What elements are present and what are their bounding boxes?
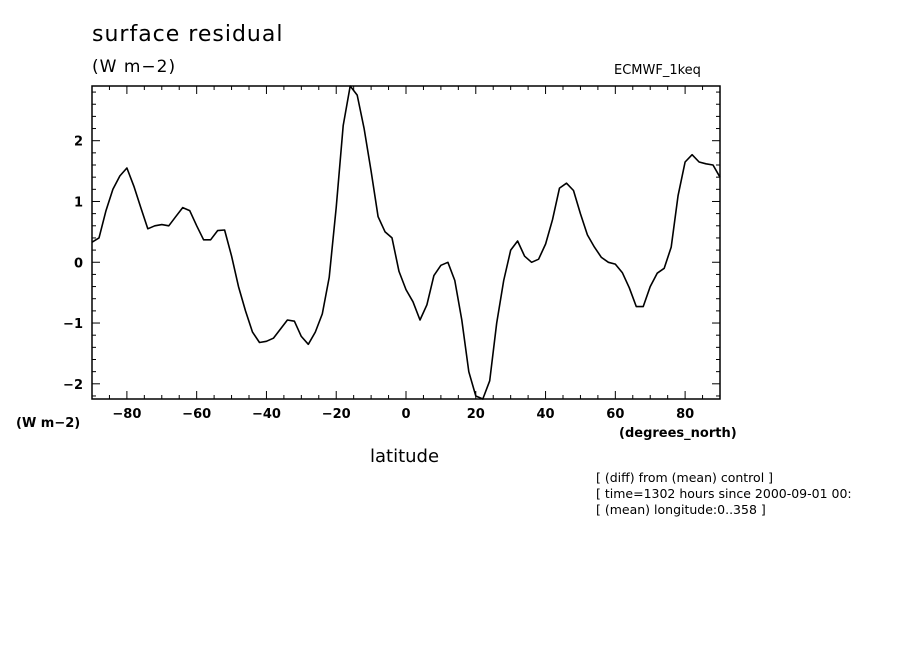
- series: [91, 85, 721, 400]
- axes: [91, 85, 721, 400]
- x-tick-label: −20: [322, 407, 351, 422]
- note-line: [ time=1302 hours since 2000-09-01 00:: [596, 486, 852, 501]
- y-tick-label: −1: [63, 317, 83, 332]
- note-line: [ (diff) from (mean) control ]: [596, 470, 774, 485]
- series-line: [91, 85, 721, 400]
- y-tick-label: 0: [74, 256, 83, 271]
- y-units-label: (W m−2): [16, 416, 81, 431]
- chart-units: (W m−2): [92, 57, 177, 77]
- source-label: ECMWF_1keq: [614, 63, 701, 78]
- x-tick-label: 60: [606, 407, 624, 422]
- x-tick-label: 40: [537, 407, 555, 422]
- y-tick-label: 1: [74, 195, 83, 210]
- x-tick-label: −80: [112, 407, 141, 422]
- x-axis-label: latitude: [370, 446, 440, 467]
- x-tick-label: 20: [467, 407, 485, 422]
- x-tick-label: −40: [252, 407, 281, 422]
- note-line: [ (mean) longitude:0..358 ]: [596, 502, 766, 517]
- plot-frame: [91, 85, 721, 400]
- x-units-label: (degrees_north): [619, 426, 737, 441]
- ticks: [91, 86, 721, 399]
- x-tick-label: 80: [676, 407, 694, 422]
- chart-title: surface residual: [92, 22, 284, 47]
- tick-labels: −80 −60 −40 −20 0 20 40 60 80 −2 −1 0 1 2: [63, 135, 694, 422]
- y-tick-label: 2: [74, 135, 83, 150]
- x-tick-label: 0: [401, 407, 410, 422]
- y-tick-label: −2: [63, 378, 83, 393]
- x-tick-label: −60: [182, 407, 211, 422]
